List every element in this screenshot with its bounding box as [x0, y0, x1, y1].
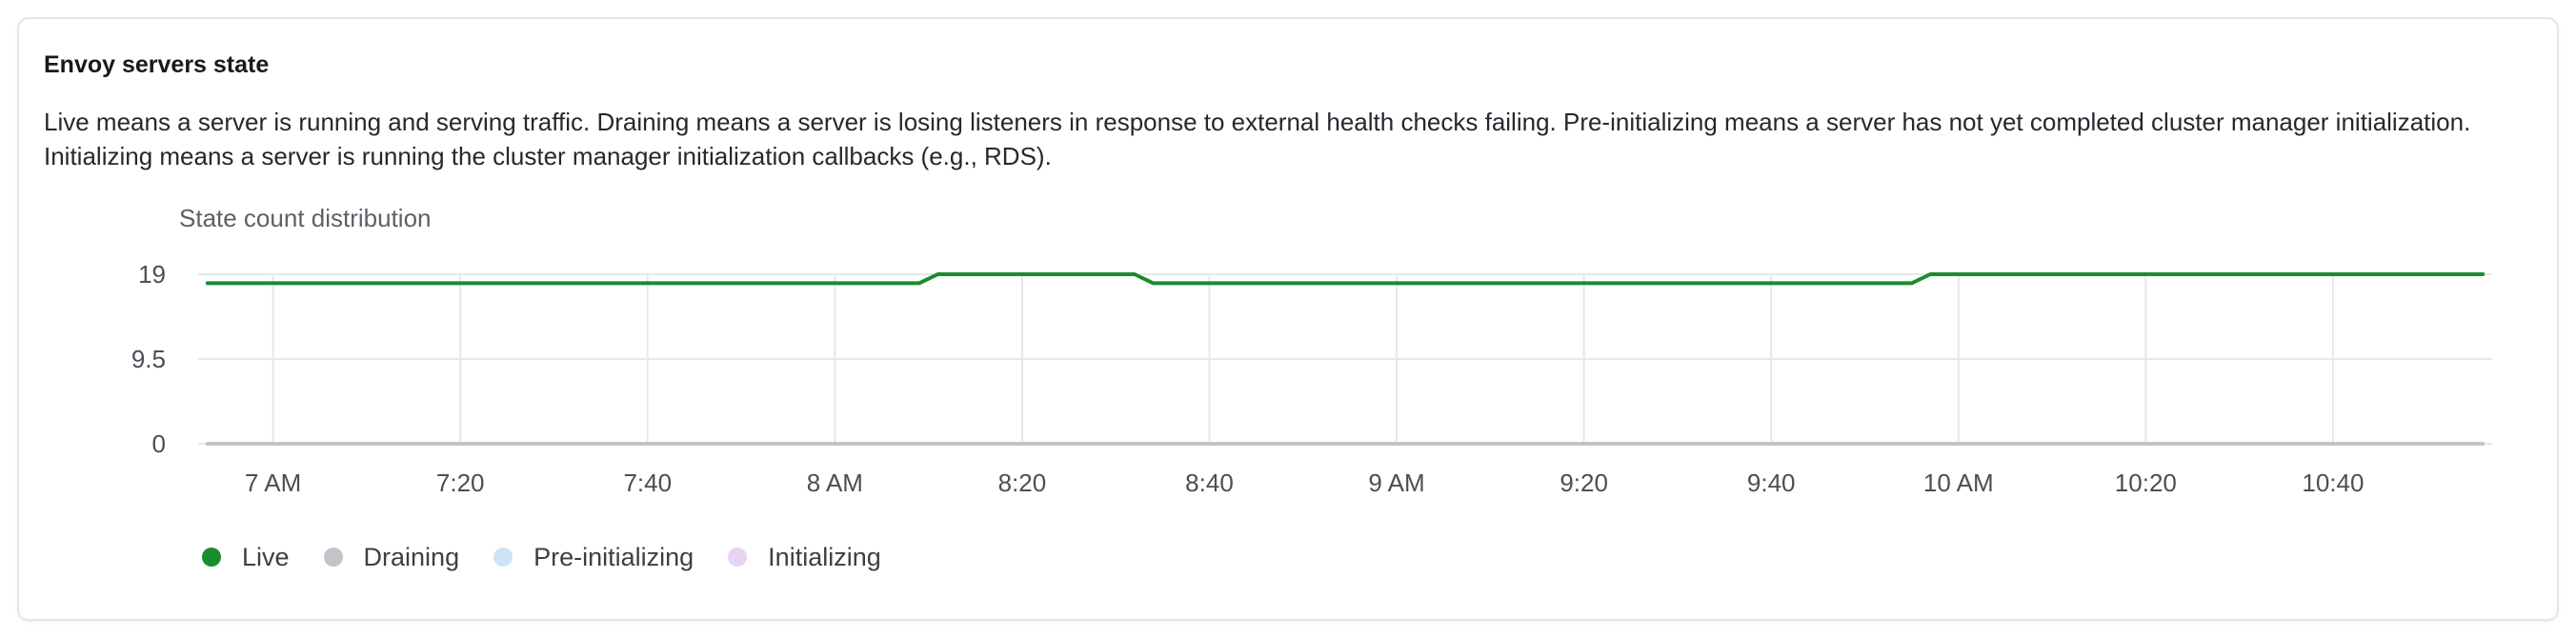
- card-description: Live means a server is running and servi…: [44, 108, 2471, 170]
- legend-label: Initializing: [768, 543, 881, 571]
- y-tick-label: 9.5: [131, 345, 166, 373]
- legend-dot-icon: [202, 548, 221, 567]
- legend-dot-icon: [323, 548, 343, 567]
- x-tick-label: 9:20: [1560, 469, 1608, 497]
- legend-item-draining[interactable]: Draining: [323, 541, 460, 573]
- x-tick-label: 7 AM: [245, 469, 301, 497]
- x-tick-label: 7:40: [623, 469, 672, 497]
- legend-label: Draining: [363, 543, 460, 571]
- x-tick-label: 9:40: [1747, 469, 1796, 497]
- x-tick-label: 8:20: [998, 469, 1047, 497]
- y-tick-label: 19: [138, 260, 166, 289]
- chart-legend: Live Draining Pre-initializing Initializing: [202, 541, 916, 573]
- legend-item-initializing[interactable]: Initializing: [728, 541, 881, 573]
- x-tick-label: 7:20: [436, 469, 485, 497]
- x-tick-label: 9 AM: [1368, 469, 1424, 497]
- x-tick-label: 10 AM: [1923, 469, 1994, 497]
- legend-item-live[interactable]: Live: [202, 541, 290, 573]
- card-title: Envoy servers state: [44, 51, 270, 78]
- x-tick-label: 10:20: [2115, 469, 2177, 497]
- series-line-live[interactable]: [205, 272, 2485, 286]
- x-tick-label: 8:40: [1185, 469, 1234, 497]
- x-tick-label: 10:40: [2302, 469, 2364, 497]
- legend-label: Pre-initializing: [533, 543, 694, 571]
- grid-layer: [198, 273, 2492, 445]
- legend-dot-icon: [728, 548, 748, 567]
- chart-title: State count distribution: [179, 204, 432, 232]
- y-tick-label: 0: [152, 429, 166, 458]
- legend-item-pre-initializing[interactable]: Pre-initializing: [493, 541, 694, 573]
- axis-layer: 19 9.5 0 7 AM 7:20 7:40 8 AM 8:20 8:40 9 AM 9:20 9:…: [131, 260, 2365, 497]
- envoy-servers-state-card: [17, 17, 2559, 621]
- series-layer: [205, 272, 2485, 446]
- x-tick-label: 8 AM: [807, 469, 863, 497]
- legend-dot-icon: [493, 548, 513, 567]
- legend-label: Live: [242, 543, 290, 571]
